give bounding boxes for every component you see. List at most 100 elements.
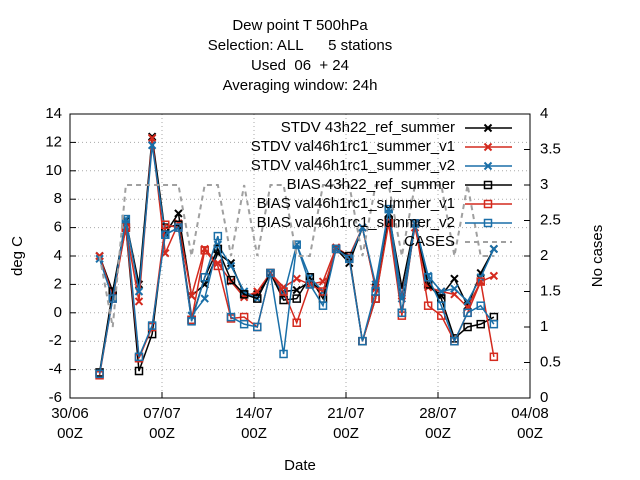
y2-tick-label: 1.5 (540, 282, 561, 299)
point (305, 280, 315, 289)
y-tick-label: 12 (45, 133, 62, 150)
y2-tick-label: 0.5 (540, 353, 561, 370)
point (397, 308, 407, 318)
point (476, 273, 485, 282)
chart-subtitle: Used 06 + 24 (251, 57, 349, 74)
y-tick-label: -4 (49, 361, 62, 378)
y2-tick-label: 2.5 (540, 211, 561, 228)
point (134, 366, 144, 376)
chart-subtitle: Selection: ALL 5 stations (208, 37, 393, 54)
point (200, 246, 209, 255)
x-tick-label: 07/07 00Z (143, 405, 181, 442)
legend-marker (483, 199, 493, 209)
point (187, 317, 196, 326)
point (279, 287, 288, 296)
point (292, 294, 301, 303)
point (213, 231, 223, 241)
x-tick-label: 30/06 00Z (51, 405, 89, 442)
point (450, 336, 459, 346)
point (476, 277, 485, 286)
series-line (98, 184, 494, 328)
point (423, 273, 433, 282)
y2-tick-label: 0 (540, 389, 548, 406)
point (489, 271, 499, 281)
point (200, 273, 209, 282)
legend-marker (483, 142, 493, 152)
point (450, 274, 459, 283)
point (423, 301, 433, 310)
point (95, 251, 104, 261)
legend-label: STDV val46h1rc1_summer_v1 (251, 138, 455, 155)
point (147, 133, 157, 143)
point (239, 290, 249, 299)
point (279, 349, 288, 359)
chart-subtitle: Averaging window: 24h (223, 77, 378, 94)
point (161, 230, 170, 239)
y2-tick-label: 3 (540, 176, 548, 193)
point (292, 240, 301, 249)
point (174, 209, 183, 218)
point (174, 223, 183, 232)
legend-label: STDV 43h22_ref_summer (281, 119, 455, 136)
point (410, 219, 420, 228)
y-axis-label: deg C (9, 236, 26, 276)
point (147, 321, 157, 330)
point (239, 319, 249, 329)
y-tick-label: -6 (49, 389, 62, 406)
point (213, 261, 223, 271)
point (147, 132, 157, 141)
point (476, 301, 485, 310)
point (161, 220, 170, 230)
y-tick-label: 10 (45, 162, 62, 179)
y-tick-label: 8 (54, 190, 62, 207)
point (147, 141, 157, 150)
y-tick-label: -2 (49, 332, 62, 349)
point (226, 275, 236, 285)
y2-tick-label: 2 (540, 247, 548, 264)
point (226, 312, 236, 322)
point (463, 322, 472, 332)
x-tick-label: 28/07 00Z (419, 405, 457, 442)
point (95, 369, 104, 379)
y-tick-label: 6 (54, 219, 62, 236)
point (266, 268, 275, 278)
y2-tick-label: 1 (540, 318, 548, 335)
point (489, 319, 499, 329)
legend-label: CASES (404, 233, 455, 250)
legend-marker (483, 161, 493, 171)
point (200, 294, 209, 303)
point (463, 297, 472, 306)
point (134, 297, 144, 306)
legend-marker (483, 123, 493, 133)
point (292, 318, 301, 327)
point (476, 319, 485, 329)
chart-title: Dew point T 500hPa (232, 17, 368, 34)
point (292, 274, 301, 283)
point (331, 244, 341, 254)
x-tick-label: 21/07 00Z (327, 405, 365, 442)
y-tick-label: 4 (54, 247, 62, 264)
y2-tick-label: 4 (540, 105, 548, 122)
point (134, 352, 144, 362)
point (371, 287, 380, 296)
point (463, 308, 472, 318)
y-tick-label: 0 (54, 304, 62, 321)
y2-tick-label: 3.5 (540, 140, 561, 157)
point (437, 301, 446, 310)
point (489, 244, 499, 254)
point (253, 322, 262, 332)
point (292, 285, 301, 295)
point (253, 294, 262, 303)
point (318, 301, 328, 310)
x-axis-label: Date (284, 457, 316, 474)
plot-frame (69, 113, 531, 399)
x-tick-label: 04/08 00Z (511, 405, 549, 442)
point (345, 254, 354, 264)
legend-label: BIAS val46h1rc1_summer_v1 (257, 195, 455, 212)
legend-marker (483, 218, 493, 228)
point (358, 223, 367, 232)
point (437, 287, 446, 296)
y-tick-label: 14 (45, 105, 62, 122)
